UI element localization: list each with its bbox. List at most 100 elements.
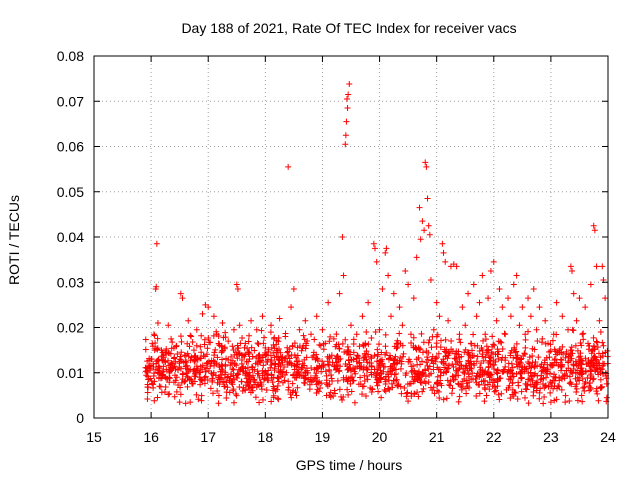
data-point-band <box>514 396 521 403</box>
data-point-band <box>429 387 436 394</box>
data-point-band <box>364 366 371 373</box>
data-point-band <box>451 355 458 362</box>
data-point <box>179 295 186 302</box>
data-point-band <box>531 346 538 353</box>
data-point-band <box>360 357 367 364</box>
data-point-band <box>386 368 393 375</box>
data-point <box>319 326 326 333</box>
data-point-band <box>473 372 480 379</box>
data-point-band <box>247 378 254 385</box>
data-point-band <box>256 399 263 406</box>
data-point-band <box>444 365 451 372</box>
data-point-band <box>539 367 546 374</box>
data-point <box>507 313 514 320</box>
data-point-band <box>522 385 529 392</box>
data-point <box>293 358 300 365</box>
data-point-band <box>579 398 586 405</box>
data-point-band <box>375 379 382 386</box>
data-point <box>556 349 563 356</box>
data-point-band <box>525 370 532 377</box>
data-point-band <box>306 386 313 393</box>
data-point <box>550 331 557 338</box>
data-point-band <box>547 379 554 386</box>
data-point-band <box>238 356 245 363</box>
data-point-band <box>313 389 320 396</box>
data-point-band <box>449 348 456 355</box>
data-point-band <box>295 369 302 376</box>
data-point-band <box>222 369 229 376</box>
data-point-band <box>348 356 355 363</box>
data-point-band <box>368 363 375 370</box>
x-tick-label: 24 <box>600 429 616 445</box>
data-point-band <box>429 353 436 360</box>
data-point-band <box>275 338 282 345</box>
data-point-band <box>580 385 587 392</box>
data-point-band <box>447 378 454 385</box>
data-point-band <box>499 346 506 353</box>
data-point-band <box>167 361 174 368</box>
data-point <box>149 340 156 347</box>
data-point-band <box>535 354 542 361</box>
data-point-band <box>211 352 218 359</box>
data-point-band <box>490 377 497 384</box>
data-point-band <box>176 364 183 371</box>
data-point-band <box>342 336 349 343</box>
data-point-band <box>364 376 371 383</box>
data-point-band <box>166 390 173 397</box>
data-point <box>145 376 152 383</box>
data-point-band <box>489 333 496 340</box>
data-point-band <box>231 360 238 367</box>
data-point-band <box>182 377 189 384</box>
data-point-band <box>245 358 252 365</box>
data-point-band <box>595 397 602 404</box>
data-point-band <box>559 361 566 368</box>
data-point-band <box>395 381 402 388</box>
data-point <box>248 317 255 324</box>
data-point-band <box>154 357 161 364</box>
data-point-band <box>275 396 282 403</box>
data-point-band <box>584 374 591 381</box>
data-point-band <box>258 327 265 334</box>
data-point <box>285 163 292 170</box>
data-point <box>196 374 203 381</box>
data-point-band <box>294 368 301 375</box>
data-point-band <box>318 368 325 375</box>
x-axis-label: GPS time / hours <box>296 457 403 473</box>
data-point <box>371 245 378 252</box>
data-point-band <box>434 331 441 338</box>
data-point-band <box>254 340 261 347</box>
data-point-band <box>532 358 539 365</box>
data-point-band <box>558 376 565 383</box>
data-point-band <box>594 390 601 397</box>
data-point <box>470 281 477 288</box>
data-point-band <box>367 384 374 391</box>
data-point-band <box>408 368 415 375</box>
data-point-band <box>515 379 522 386</box>
data-point-band <box>205 335 212 341</box>
data-point-band <box>449 373 456 380</box>
data-point-band <box>319 358 326 365</box>
data-point-band <box>160 352 167 359</box>
data-point-band <box>178 379 185 386</box>
data-point-band <box>420 339 427 346</box>
data-point-band <box>361 350 368 357</box>
data-point <box>342 141 349 148</box>
data-point-band <box>278 369 285 376</box>
data-point-band <box>501 330 508 337</box>
data-point <box>445 317 452 324</box>
data-point-band <box>274 395 281 402</box>
data-point-band <box>344 386 351 393</box>
data-point-band <box>259 396 266 403</box>
data-point <box>233 281 240 288</box>
data-point <box>350 349 357 356</box>
data-point-band <box>444 377 451 384</box>
data-point-band <box>177 391 184 398</box>
data-point <box>493 317 500 324</box>
data-point-band <box>505 376 512 383</box>
data-point-band <box>170 379 177 386</box>
data-point-band <box>210 371 217 378</box>
data-point-band <box>173 388 180 395</box>
data-point-band <box>492 351 499 358</box>
data-point-band <box>391 371 398 378</box>
data-point-band <box>291 362 298 369</box>
